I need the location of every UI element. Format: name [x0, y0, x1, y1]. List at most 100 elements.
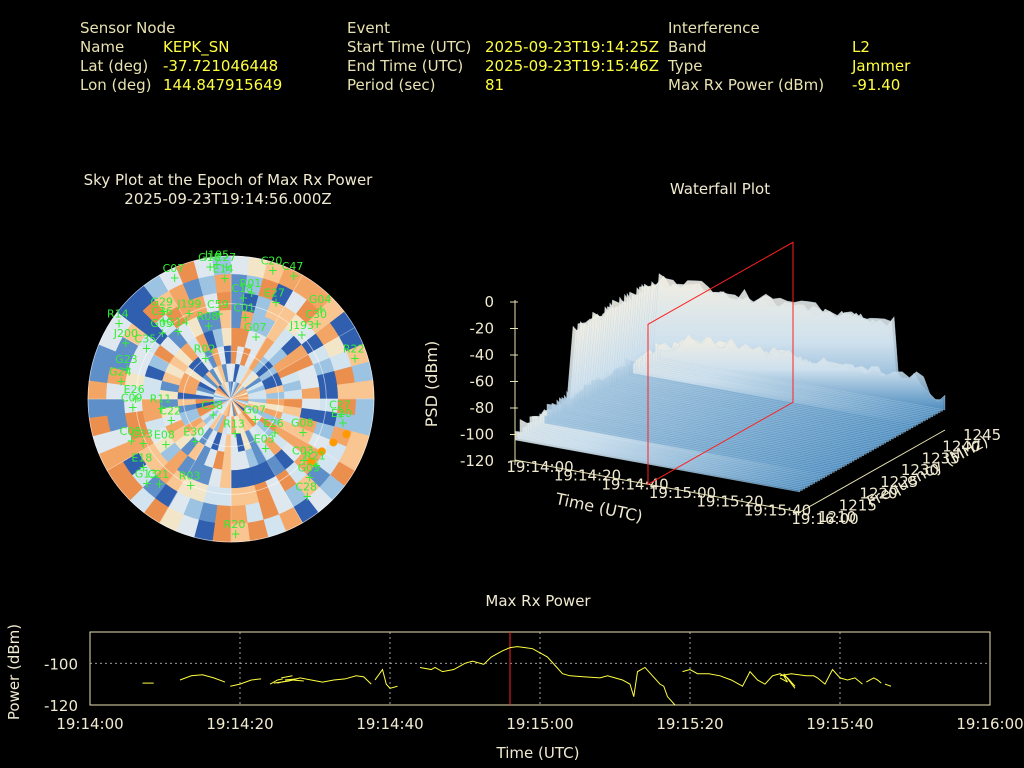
power-line-segment — [230, 678, 262, 687]
power-x-tick-label: 19:15:20 — [656, 715, 723, 733]
sky-grid-spoke — [107, 327, 232, 400]
satellite-label: E26 — [124, 383, 145, 396]
satellite-marker: + — [231, 527, 241, 541]
satellite-marker: + — [157, 326, 167, 340]
sensor-lat-label: Lat (deg) — [80, 57, 149, 75]
satellite-marker: + — [138, 437, 148, 451]
satellite-label: C09 — [121, 392, 143, 405]
sensor-name-value: KEPK_SN — [163, 38, 230, 56]
sky-grid-spoke — [159, 398, 232, 523]
jammer-track-point — [329, 438, 338, 447]
sensor-lat-value: -37.721046448 — [163, 57, 279, 75]
waterfall-freq-axis — [799, 429, 946, 513]
power-x-tick-label: 19:16:00 — [956, 715, 1023, 733]
satellite-label: C30 — [305, 308, 327, 321]
satellite-label: C22 — [159, 405, 181, 418]
waterfall-x-tick-label: 19:15:40 — [744, 501, 811, 519]
satellite-label: C28 — [295, 481, 317, 494]
power-x-tick-label: 19:15:00 — [506, 715, 573, 733]
waterfall-y-tick-label: 1210 — [818, 508, 856, 526]
power-line-segment — [273, 675, 372, 685]
event-start-label: Start Time (UTC) — [347, 38, 472, 56]
interference-power-value: -91.40 — [852, 76, 901, 94]
satellite-label: R22 — [343, 343, 365, 356]
waterfall-z-tick-label: -120 — [460, 452, 494, 470]
event-period-label: Period (sec) — [347, 76, 436, 94]
satellite-label: G07 — [243, 403, 266, 416]
satellite-marker: + — [131, 392, 141, 406]
event-title: Event — [347, 19, 390, 37]
satellite-label: G18 — [198, 251, 221, 264]
satellite-label: C18 — [231, 282, 253, 295]
satellite-marker: + — [170, 271, 180, 285]
satellite-label: C59 — [207, 298, 229, 311]
sky-grid-spoke — [230, 398, 303, 523]
satellite-label: G14 — [166, 315, 189, 328]
satellite-marker: + — [154, 477, 164, 491]
satellite-marker: + — [270, 426, 280, 440]
satellite-label: C27 — [329, 398, 351, 411]
satellite-label: C38 — [201, 399, 223, 412]
satellite-label: R02 — [194, 343, 216, 356]
waterfall-z-tick-label: -80 — [470, 399, 495, 417]
satellite-label: C27 — [214, 251, 236, 264]
satellite-label: C03 — [292, 444, 314, 457]
waterfall-zlabel: PSD (dBm) — [422, 341, 441, 427]
satellite-label: J193 — [289, 319, 314, 332]
satellite-marker: + — [311, 459, 321, 473]
satellite-marker: + — [157, 304, 167, 318]
waterfall-z-tick-label: -100 — [460, 426, 494, 444]
satellite-marker: + — [298, 426, 308, 440]
satellite-label: R13 — [223, 418, 245, 431]
satellite-marker: + — [190, 435, 200, 449]
waterfall-y-tick-label: 1245 — [963, 426, 1001, 444]
sensor-name-label: Name — [80, 38, 125, 56]
power-ylabel: Power (dBm) — [5, 624, 23, 720]
interference-type-label: Type — [668, 57, 703, 75]
waterfall-y-tick-label: 1225 — [880, 473, 918, 491]
satellite-marker: + — [142, 341, 152, 355]
waterfall-x-tick-label: 19:15:00 — [649, 484, 716, 502]
waterfall-x-tick-label: 19:14:00 — [506, 458, 573, 476]
waterfall-y-tick-label: 1215 — [839, 496, 877, 514]
sky-plot-subtitle: 2025-09-23T19:14:56.000Z — [124, 190, 332, 208]
power-x-tick-label: 19:15:40 — [806, 715, 873, 733]
satellite-marker: + — [312, 317, 322, 331]
waterfall-z-tick-label: -60 — [470, 373, 495, 391]
satellite-label: J199 — [176, 297, 201, 310]
event-end-label: End Time (UTC) — [347, 57, 464, 75]
satellite-marker: + — [220, 271, 230, 285]
interference-title: Interference — [668, 19, 760, 37]
satellite-marker: + — [240, 311, 250, 325]
satellite-marker: + — [173, 324, 183, 338]
power-line-segment — [281, 675, 293, 679]
satellite-label: C08 — [120, 425, 142, 438]
satellite-label: G08 — [291, 417, 314, 430]
satellite-label: C07 — [163, 262, 185, 275]
satellite-marker: + — [247, 286, 257, 300]
satellite-marker: + — [350, 352, 360, 366]
power-line-segment — [179, 674, 226, 683]
power-line-segment — [779, 668, 863, 685]
waterfall-x-tick-label: 19:16:00 — [791, 510, 858, 528]
power-line-segment — [866, 677, 882, 684]
satellite-marker: + — [250, 412, 260, 426]
satellite-label: R11 — [150, 393, 172, 406]
satellite-marker: + — [336, 407, 346, 421]
satellite-label: E08 — [154, 429, 175, 442]
power-x-tick-label: 19:14:00 — [56, 715, 123, 733]
satellite-marker: + — [230, 427, 240, 441]
satellite-marker: + — [142, 476, 152, 490]
satellite-label: E30 — [183, 426, 204, 439]
power-line-segment — [374, 668, 398, 689]
sensor-node-title: Sensor Node — [80, 19, 176, 37]
waterfall-z-tick-label: -40 — [470, 346, 495, 364]
satellite-label: C47 — [282, 260, 304, 273]
waterfall-y-tick-label: 1230 — [901, 461, 939, 479]
satellite-label: E03 — [254, 432, 275, 445]
satellite-marker: + — [297, 328, 307, 342]
jammer-track-point — [317, 447, 326, 456]
satellite-label: R14 — [107, 307, 129, 320]
event-start-value: 2025-09-23T19:14:25Z — [485, 38, 659, 56]
power-line-segment — [783, 673, 796, 689]
